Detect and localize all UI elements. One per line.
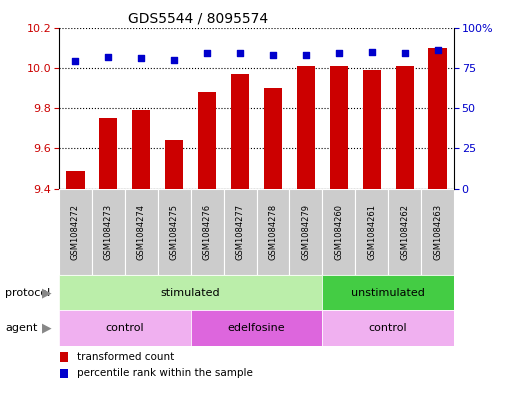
Bar	[132, 110, 150, 189]
FancyBboxPatch shape	[224, 189, 256, 275]
Text: control: control	[369, 323, 407, 333]
Point	[368, 48, 376, 55]
FancyBboxPatch shape	[125, 189, 158, 275]
Text: GSM1084261: GSM1084261	[367, 204, 376, 260]
Bar	[61, 352, 68, 362]
Bar	[396, 66, 413, 189]
FancyBboxPatch shape	[322, 189, 355, 275]
Point	[71, 58, 80, 64]
Text: GSM1084278: GSM1084278	[268, 204, 278, 260]
FancyBboxPatch shape	[289, 189, 322, 275]
FancyBboxPatch shape	[388, 189, 421, 275]
Text: GDS5544 / 8095574: GDS5544 / 8095574	[128, 12, 268, 26]
FancyBboxPatch shape	[256, 189, 289, 275]
Point	[170, 57, 179, 63]
Text: GSM1084262: GSM1084262	[400, 204, 409, 260]
FancyBboxPatch shape	[322, 275, 454, 310]
Point	[433, 47, 442, 53]
Text: protocol: protocol	[5, 288, 50, 298]
FancyBboxPatch shape	[191, 310, 322, 346]
Bar	[66, 171, 85, 189]
Text: GSM1084279: GSM1084279	[301, 204, 310, 260]
Text: ▶: ▶	[42, 286, 52, 299]
Point	[236, 50, 244, 57]
FancyBboxPatch shape	[421, 189, 454, 275]
Bar	[165, 140, 183, 189]
Text: edelfosine: edelfosine	[228, 323, 285, 333]
FancyBboxPatch shape	[158, 189, 191, 275]
Text: GSM1084274: GSM1084274	[137, 204, 146, 260]
Text: control: control	[106, 323, 144, 333]
Bar	[100, 118, 117, 189]
Text: GSM1084275: GSM1084275	[170, 204, 179, 260]
Bar	[61, 369, 68, 378]
Text: GSM1084277: GSM1084277	[235, 204, 245, 260]
Point	[334, 50, 343, 57]
Text: GSM1084263: GSM1084263	[433, 204, 442, 260]
FancyBboxPatch shape	[191, 189, 224, 275]
Text: transformed count: transformed count	[77, 352, 174, 362]
Bar	[264, 88, 282, 189]
Bar	[297, 66, 315, 189]
Point	[203, 50, 211, 57]
Text: GSM1084272: GSM1084272	[71, 204, 80, 260]
Text: percentile rank within the sample: percentile rank within the sample	[77, 368, 253, 378]
Bar	[198, 92, 216, 189]
Text: stimulated: stimulated	[161, 288, 221, 298]
Bar	[231, 74, 249, 189]
Point	[302, 52, 310, 58]
FancyBboxPatch shape	[59, 275, 322, 310]
FancyBboxPatch shape	[92, 189, 125, 275]
FancyBboxPatch shape	[59, 310, 191, 346]
FancyBboxPatch shape	[322, 310, 454, 346]
Point	[137, 55, 145, 61]
Text: ▶: ▶	[42, 321, 52, 335]
Bar	[428, 48, 447, 189]
Point	[269, 52, 277, 58]
Text: GSM1084273: GSM1084273	[104, 204, 113, 260]
Bar	[363, 70, 381, 189]
Point	[104, 53, 112, 60]
FancyBboxPatch shape	[355, 189, 388, 275]
Text: GSM1084260: GSM1084260	[334, 204, 343, 260]
Text: unstimulated: unstimulated	[351, 288, 425, 298]
Point	[401, 50, 409, 57]
FancyBboxPatch shape	[59, 189, 92, 275]
Text: agent: agent	[5, 323, 37, 333]
Text: GSM1084276: GSM1084276	[203, 204, 212, 260]
Bar	[330, 66, 348, 189]
